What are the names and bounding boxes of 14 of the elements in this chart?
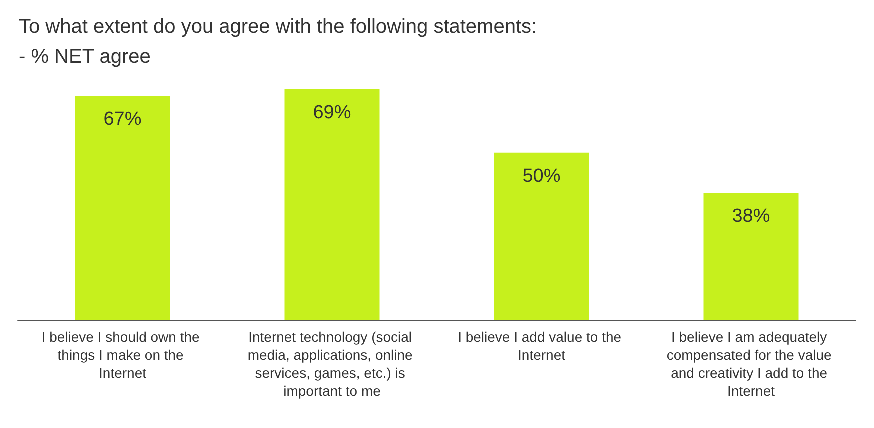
bar bbox=[284, 89, 380, 320]
chart-title: To what extent do you agree with the following statements: bbox=[19, 16, 538, 38]
x-tick-label: I believe I should own the things I make on the Internet bbox=[42, 329, 204, 381]
data-label: 38% bbox=[732, 206, 770, 227]
chart-subtitle: - % NET agree bbox=[19, 46, 151, 68]
data-label: 50% bbox=[522, 166, 561, 187]
x-tick-label: I believe I add value to the Internet bbox=[458, 329, 626, 363]
data-label: 67% bbox=[104, 109, 142, 130]
bar bbox=[494, 152, 590, 320]
x-tick-label: Internet technology (social media, applications, online services, games, etc.) is important to me bbox=[248, 329, 417, 399]
x-tick-label: I believe I am adequately compensated for the value and creativity I add to the Internet bbox=[666, 329, 836, 399]
data-label: 69% bbox=[313, 102, 352, 124]
bar bbox=[704, 192, 799, 320]
bar bbox=[75, 96, 170, 320]
